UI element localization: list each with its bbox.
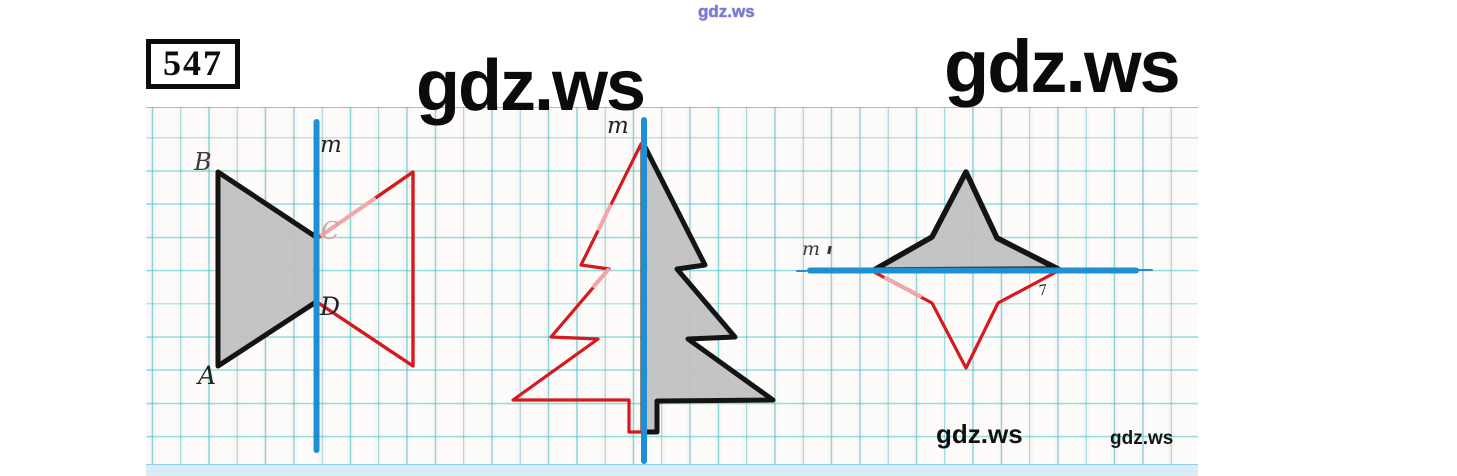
axis-label-m-tree: m xyxy=(607,113,629,139)
watermark-bottom-right: gdz.ws xyxy=(1110,428,1174,449)
watermark-right-large: gdz.ws xyxy=(944,25,1181,108)
vertex-label-D: D xyxy=(320,292,341,321)
problem-number-box: 547 xyxy=(146,39,240,89)
triangle-reflection-outline xyxy=(315,170,415,368)
watermark-center-large: gdz.ws xyxy=(416,46,646,126)
tree-reflection-outline xyxy=(511,142,643,434)
axis-label-m-star: m xyxy=(802,238,821,260)
vertex-label-B: B xyxy=(194,148,212,176)
tree-shape xyxy=(640,140,776,435)
watermark-bottom-left: gdz.ws xyxy=(936,419,1023,449)
vertex-label-A: A xyxy=(198,361,217,390)
star-shape xyxy=(871,169,1061,273)
page-bottom-edge xyxy=(146,464,1198,476)
triangle-reflection-pink-segment xyxy=(320,197,376,237)
star-reflection-pink-segment xyxy=(884,276,922,298)
tree-reflection-pink-segment-1 xyxy=(597,204,612,231)
watermark-top-small: gdz.ws xyxy=(698,2,755,21)
vertex-label-C: C xyxy=(321,217,340,245)
scan-artifact-mark: 7 xyxy=(1038,281,1048,300)
axis-label-m-triangle: m xyxy=(320,132,342,158)
tree-reflection-pink-segment-2 xyxy=(592,268,610,288)
triangle-shape xyxy=(215,169,319,369)
